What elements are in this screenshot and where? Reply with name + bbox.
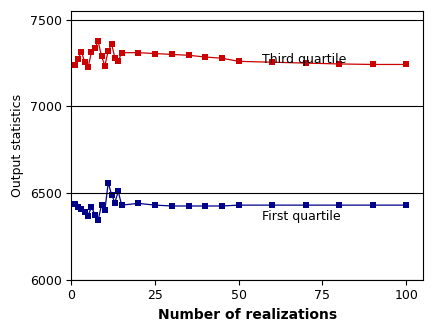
Y-axis label: Output statistics: Output statistics (11, 94, 24, 197)
Text: Third quartile: Third quartile (262, 53, 347, 66)
X-axis label: Number of realizations: Number of realizations (158, 308, 337, 322)
Text: First quartile: First quartile (262, 210, 341, 223)
